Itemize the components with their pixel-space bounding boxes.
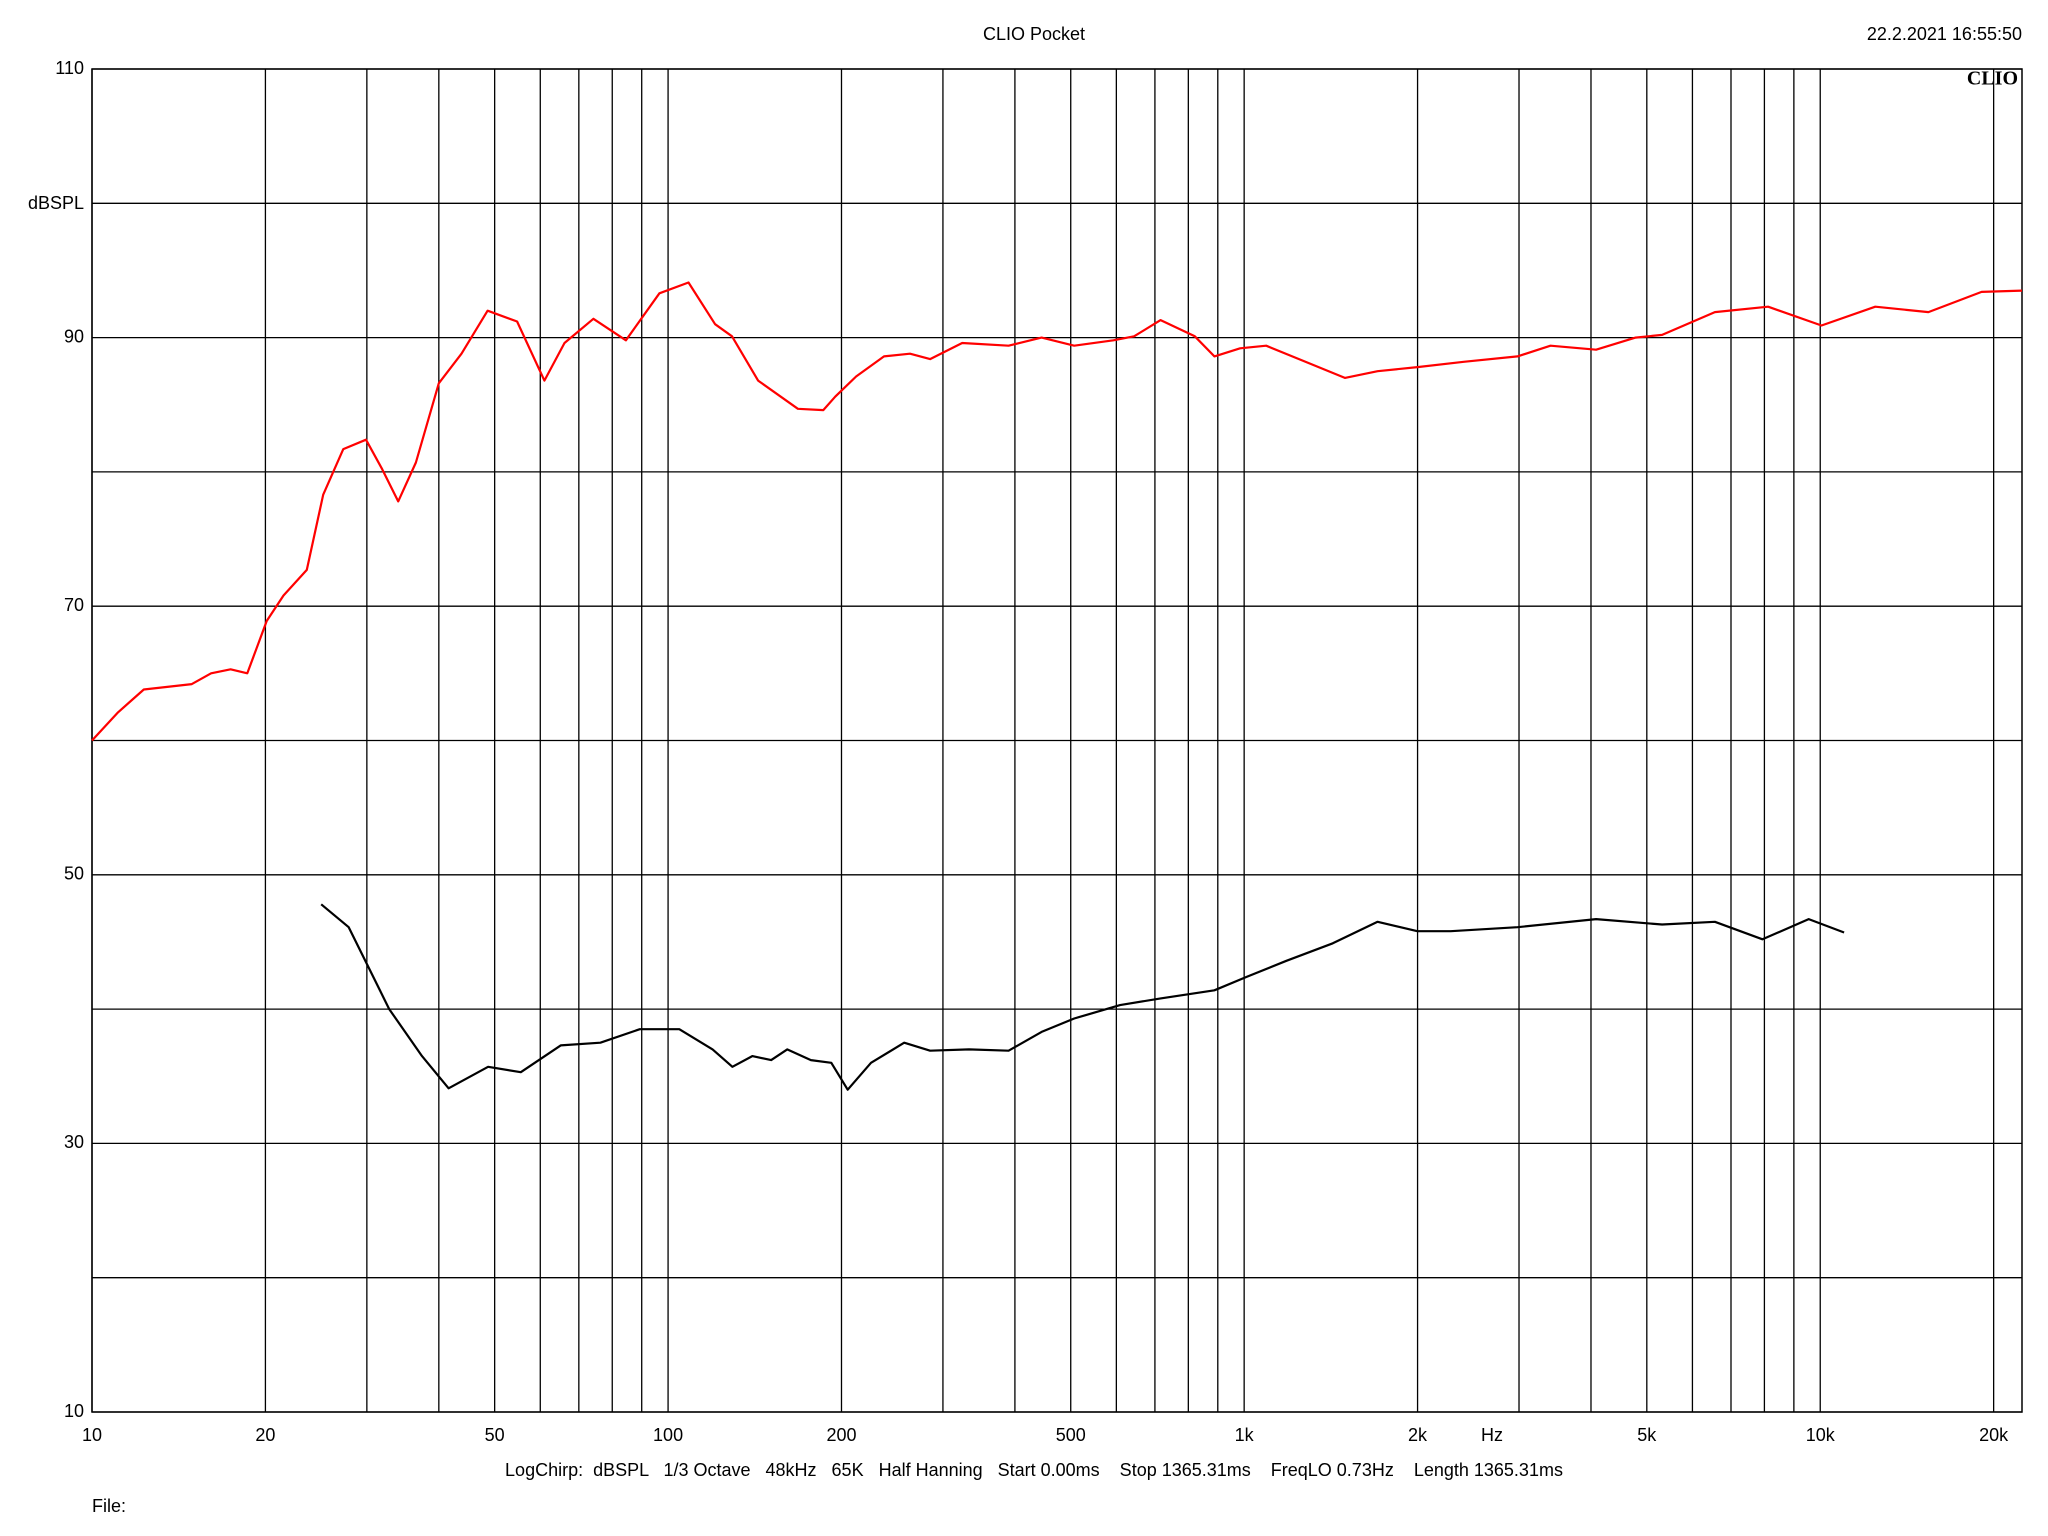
file-label: File: [92,1496,126,1516]
y-tick-label: 110 [55,58,84,78]
x-tick-label: 50 [485,1425,505,1445]
x-tick-label: 5k [1637,1425,1657,1445]
settings-line: LogChirp: dBSPL 1/3 Octave 48kHz 65K Hal… [505,1460,1563,1480]
chart-title: CLIO Pocket [983,24,1085,44]
x-axis-label: Hz [1481,1425,1503,1445]
x-tick-label: 200 [826,1425,856,1445]
timestamp: 22.2.2021 16:55:50 [1867,24,2022,44]
x-tick-label: 500 [1056,1425,1086,1445]
x-tick-label: 100 [653,1425,683,1445]
y-tick-label: 50 [64,864,84,884]
x-tick-label: 10k [1806,1425,1836,1445]
y-tick-label: 10 [64,1401,84,1421]
y-tick-label: 70 [64,595,84,615]
series-line [91,281,2023,742]
y-axis-label: dBSPL [28,193,84,213]
y-tick-label: 90 [64,326,84,346]
series-line [320,903,1845,1091]
x-tick-label: 20k [1979,1425,2009,1445]
y-tick-label: 30 [64,1132,84,1152]
logo: CLIO [1967,68,2018,90]
x-tick-label: 1k [1235,1425,1255,1445]
x-tick-label: 2k [1408,1425,1428,1445]
x-tick-label: 20 [255,1425,275,1445]
x-tick-label: 10 [82,1425,102,1445]
